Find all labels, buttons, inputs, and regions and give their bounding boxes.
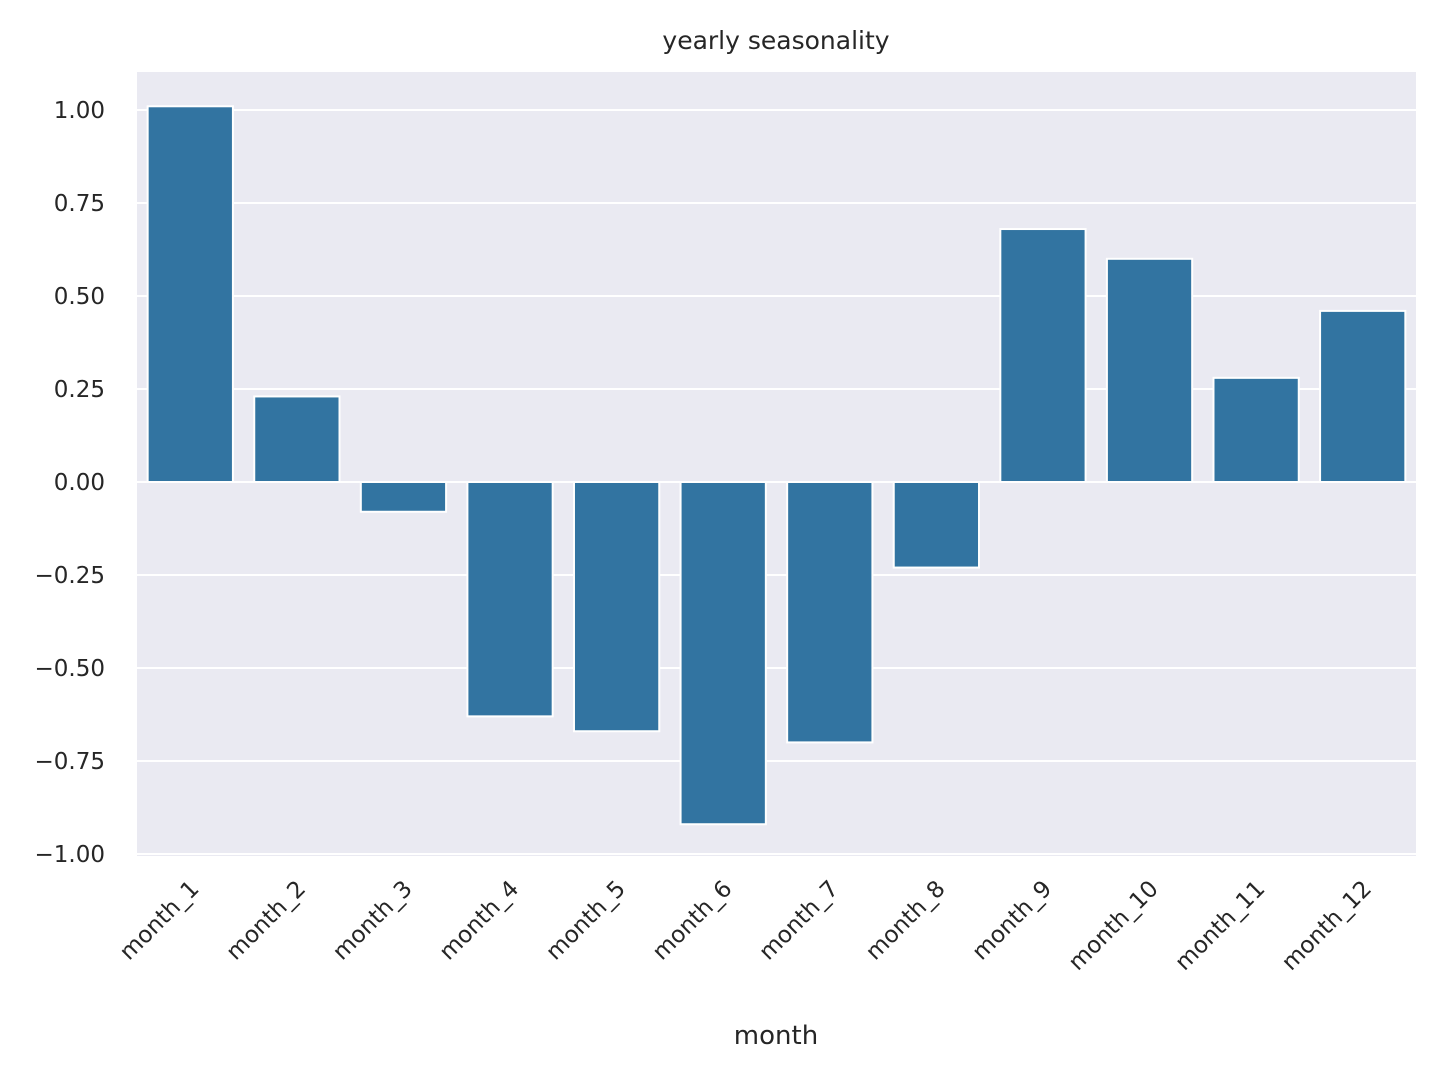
x-tick-label: month_4 [435,876,525,966]
bars [146,105,1407,826]
x-axis-ticks: month_1 month_2 month_3 month_4 month_5 month… [115,876,1377,976]
x-tick-label: month_2 [221,876,311,966]
bar-month_11 [1212,376,1300,483]
x-tick-label: month_7 [754,876,844,966]
x-tick-label: month_10 [1064,876,1164,976]
y-tick-label: 0.25 [54,377,105,403]
x-tick-label: month_6 [648,876,738,966]
x-tick-label: month_1 [115,876,205,966]
bar-month_7 [786,481,874,744]
bar-month_5 [572,481,661,733]
y-tick-label: −0.50 [35,656,105,682]
y-tick-label: 0.50 [54,284,105,310]
y-tick-label: 0.00 [54,470,105,496]
bar-month_3 [359,481,448,513]
y-tick-label: −1.00 [35,842,105,868]
x-tick-label: month_11 [1170,876,1270,976]
bar-month_6 [679,481,767,826]
x-tick-label: month_8 [861,876,951,966]
grid-lines [137,109,1416,855]
x-tick-label: month_9 [968,876,1058,966]
bar-month_9 [999,228,1087,483]
y-tick-label: −0.75 [35,749,105,775]
bar-month_12 [1319,309,1407,483]
y-tick-label: −0.25 [35,563,105,589]
y-tick-label: 1.00 [54,98,105,124]
chart-title: yearly seasonality [662,26,889,55]
x-axis-label: month [734,1021,818,1051]
x-tick-label: month_5 [541,876,631,966]
bar-month_4 [466,481,554,718]
x-tick-label: month_12 [1277,876,1377,976]
bar-month_1 [146,105,234,483]
bar-month_8 [892,481,981,569]
bar-month_2 [253,395,341,483]
x-tick-label: month_3 [328,876,418,966]
bar-month_10 [1105,257,1194,483]
y-axis-ticks: 1.00 0.75 0.50 0.25 0.00 −0.25 −0.50 −0.75 −1.00 [35,98,105,868]
y-tick-label: 0.75 [54,191,105,217]
